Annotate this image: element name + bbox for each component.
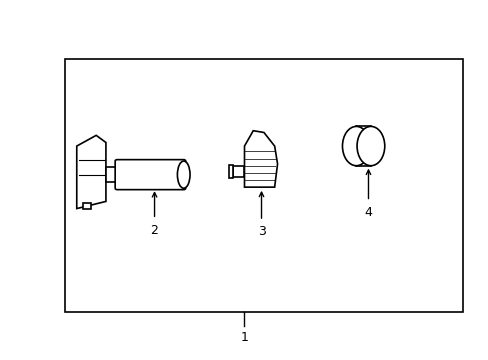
Polygon shape	[83, 203, 91, 208]
Polygon shape	[244, 131, 277, 187]
Polygon shape	[77, 135, 106, 208]
FancyBboxPatch shape	[115, 159, 185, 190]
Polygon shape	[228, 165, 233, 178]
Polygon shape	[106, 167, 117, 182]
Polygon shape	[232, 166, 244, 177]
Ellipse shape	[356, 126, 384, 166]
Bar	[64, 59, 462, 312]
Text: 3: 3	[257, 225, 265, 238]
Text: 1: 1	[240, 331, 248, 344]
Text: 4: 4	[364, 206, 372, 219]
Ellipse shape	[177, 161, 190, 188]
Text: 2: 2	[150, 224, 158, 237]
Ellipse shape	[342, 126, 369, 166]
